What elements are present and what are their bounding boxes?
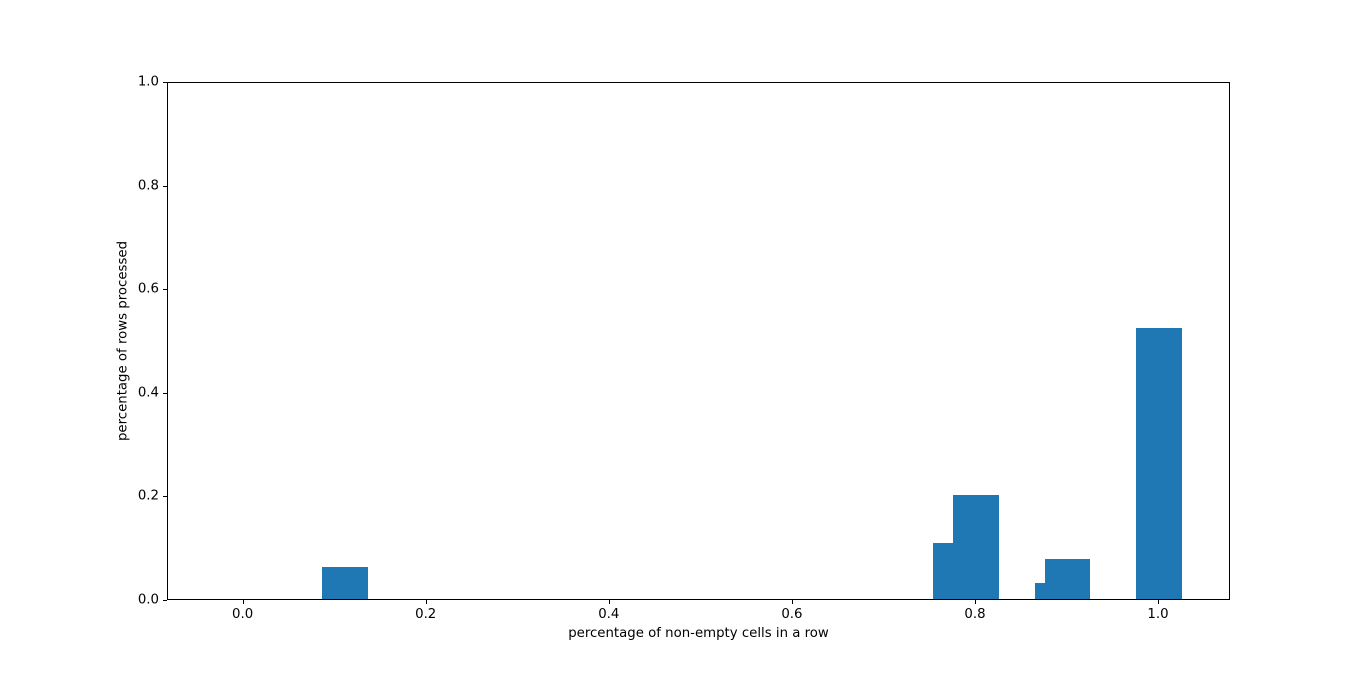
plot-area: [167, 82, 1230, 600]
y-tick-mark: [163, 600, 167, 601]
x-tick-mark: [242, 600, 244, 604]
x-tick-label: 0.0: [232, 607, 254, 622]
x-tick-mark: [1158, 600, 1159, 604]
bars-layer: [168, 83, 1229, 599]
x-tick-mark: [975, 600, 976, 604]
y-tick-label: 0.0: [137, 592, 159, 608]
x-tick-label: 1.0: [1147, 607, 1169, 622]
y-tick-label: 0.4: [137, 385, 159, 401]
histogram-bar: [1136, 328, 1182, 599]
x-tick-label: 0.6: [781, 607, 803, 622]
y-tick-label: 0.2: [137, 488, 159, 504]
histogram-bar: [1044, 559, 1091, 599]
x-tick-mark: [608, 600, 610, 604]
x-tick-mark: [791, 600, 793, 604]
x-tick-label: 0.4: [598, 607, 620, 622]
y-tick-label: 0.8: [137, 178, 159, 194]
y-tick-label: 1.0: [137, 74, 159, 90]
x-tick-label: 0.2: [415, 607, 437, 622]
x-tick-label: 0.8: [964, 607, 986, 622]
y-axis-label: percentage of rows processed: [115, 240, 131, 442]
y-tick-label: 0.6: [137, 281, 159, 297]
histogram-bar: [953, 495, 999, 599]
x-axis-label: percentage of non-empty cells in a row: [568, 626, 829, 641]
histogram-bar: [322, 567, 369, 599]
x-tick-mark: [425, 600, 427, 604]
